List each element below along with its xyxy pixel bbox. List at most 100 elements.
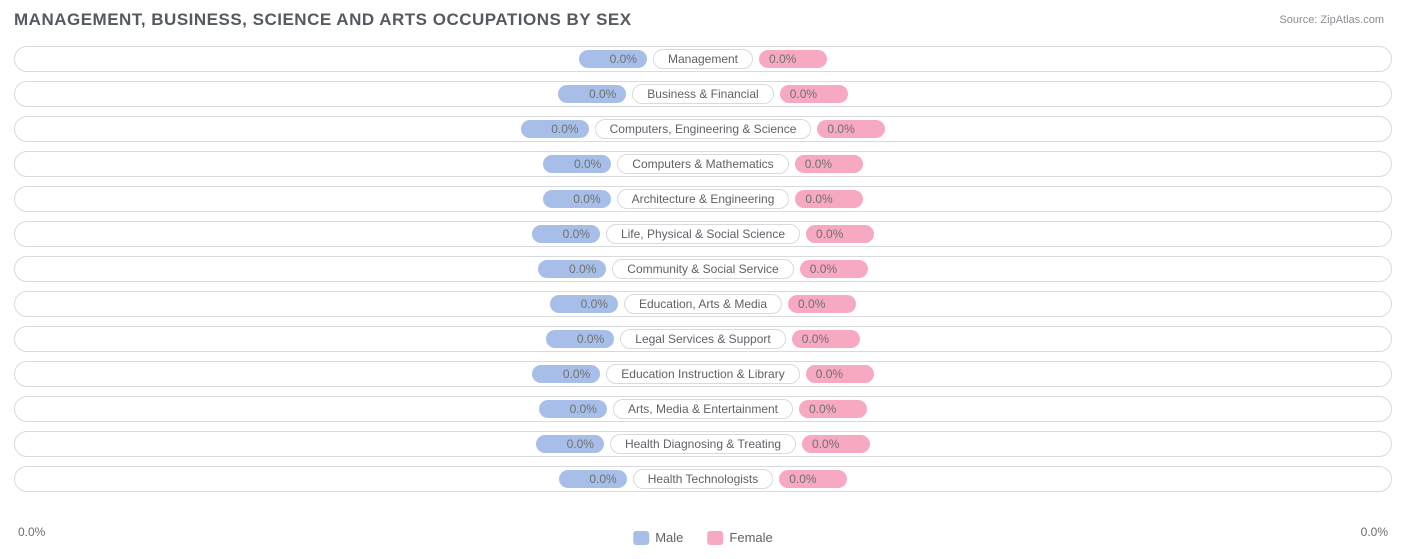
chart-row: 0.0% Health Technologists 0.0% bbox=[14, 466, 1392, 492]
female-bar: 0.0% bbox=[795, 155, 863, 173]
chart-row: 0.0% Computers & Mathematics 0.0% bbox=[14, 151, 1392, 177]
female-bar: 0.0% bbox=[788, 295, 856, 313]
legend-item-female: Female bbox=[707, 530, 772, 545]
male-bar: 0.0% bbox=[558, 85, 626, 103]
category-label: Community & Social Service bbox=[612, 259, 793, 279]
category-label: Management bbox=[653, 49, 753, 69]
female-bar: 0.0% bbox=[806, 225, 874, 243]
row-center-pack: 0.0% Computers & Mathematics 0.0% bbox=[543, 154, 862, 174]
row-center-pack: 0.0% Architecture & Engineering 0.0% bbox=[543, 189, 864, 209]
male-bar: 0.0% bbox=[532, 225, 600, 243]
female-value: 0.0% bbox=[769, 52, 796, 66]
male-bar: 0.0% bbox=[579, 50, 647, 68]
male-value: 0.0% bbox=[589, 87, 616, 101]
male-value: 0.0% bbox=[567, 437, 594, 451]
row-center-pack: 0.0% Arts, Media & Entertainment 0.0% bbox=[539, 399, 867, 419]
source-name: ZipAtlas.com bbox=[1320, 14, 1384, 26]
row-center-pack: 0.0% Health Diagnosing & Treating 0.0% bbox=[536, 434, 870, 454]
male-value: 0.0% bbox=[581, 297, 608, 311]
female-bar: 0.0% bbox=[799, 400, 867, 418]
female-value: 0.0% bbox=[812, 437, 839, 451]
male-value: 0.0% bbox=[577, 332, 604, 346]
female-value: 0.0% bbox=[798, 297, 825, 311]
chart-row: 0.0% Legal Services & Support 0.0% bbox=[14, 326, 1392, 352]
male-bar: 0.0% bbox=[539, 400, 607, 418]
male-value: 0.0% bbox=[574, 157, 601, 171]
legend-swatch-male bbox=[633, 531, 649, 545]
row-center-pack: 0.0% Computers, Engineering & Science 0.0% bbox=[521, 119, 886, 139]
chart-row: 0.0% Management 0.0% bbox=[14, 46, 1392, 72]
category-label: Life, Physical & Social Science bbox=[606, 224, 800, 244]
male-bar: 0.0% bbox=[536, 435, 604, 453]
female-bar: 0.0% bbox=[800, 260, 868, 278]
chart-area: 0.0% Management 0.0% 0.0% Business & Financi… bbox=[14, 46, 1392, 519]
male-bar: 0.0% bbox=[546, 330, 614, 348]
source-attribution: Source: ZipAtlas.com bbox=[1279, 14, 1384, 26]
male-bar: 0.0% bbox=[543, 190, 611, 208]
chart-row: 0.0% Education Instruction & Library 0.0% bbox=[14, 361, 1392, 387]
chart-title: MANAGEMENT, BUSINESS, SCIENCE AND ARTS O… bbox=[14, 10, 632, 30]
category-label: Education, Arts & Media bbox=[624, 294, 782, 314]
category-label: Computers & Mathematics bbox=[617, 154, 788, 174]
legend-label-female: Female bbox=[729, 530, 772, 545]
male-bar: 0.0% bbox=[521, 120, 589, 138]
male-bar: 0.0% bbox=[550, 295, 618, 313]
row-center-pack: 0.0% Business & Financial 0.0% bbox=[558, 84, 847, 104]
female-value: 0.0% bbox=[789, 472, 816, 486]
female-value: 0.0% bbox=[816, 367, 843, 381]
male-value: 0.0% bbox=[569, 262, 596, 276]
x-axis-right-label: 0.0% bbox=[1361, 525, 1388, 539]
x-axis-left-label: 0.0% bbox=[18, 525, 45, 539]
category-label: Education Instruction & Library bbox=[606, 364, 799, 384]
male-bar: 0.0% bbox=[559, 470, 627, 488]
row-center-pack: 0.0% Life, Physical & Social Science 0.0% bbox=[532, 224, 874, 244]
male-value: 0.0% bbox=[563, 367, 590, 381]
male-bar: 0.0% bbox=[543, 155, 611, 173]
male-value: 0.0% bbox=[570, 402, 597, 416]
chart-row: 0.0% Architecture & Engineering 0.0% bbox=[14, 186, 1392, 212]
source-prefix: Source: bbox=[1279, 14, 1320, 26]
category-label: Business & Financial bbox=[632, 84, 773, 104]
row-center-pack: 0.0% Legal Services & Support 0.0% bbox=[546, 329, 859, 349]
female-bar: 0.0% bbox=[817, 120, 885, 138]
female-value: 0.0% bbox=[805, 157, 832, 171]
female-bar: 0.0% bbox=[802, 435, 870, 453]
row-center-pack: 0.0% Education Instruction & Library 0.0% bbox=[532, 364, 873, 384]
female-value: 0.0% bbox=[816, 227, 843, 241]
chart-row: 0.0% Arts, Media & Entertainment 0.0% bbox=[14, 396, 1392, 422]
chart-row: 0.0% Health Diagnosing & Treating 0.0% bbox=[14, 431, 1392, 457]
row-center-pack: 0.0% Health Technologists 0.0% bbox=[559, 469, 848, 489]
category-label: Computers, Engineering & Science bbox=[595, 119, 812, 139]
female-bar: 0.0% bbox=[792, 330, 860, 348]
category-label: Architecture & Engineering bbox=[617, 189, 790, 209]
male-bar: 0.0% bbox=[538, 260, 606, 278]
male-value: 0.0% bbox=[563, 227, 590, 241]
legend: Male Female bbox=[633, 530, 773, 545]
chart-row: 0.0% Community & Social Service 0.0% bbox=[14, 256, 1392, 282]
row-center-pack: 0.0% Management 0.0% bbox=[579, 49, 827, 69]
female-bar: 0.0% bbox=[759, 50, 827, 68]
chart-row: 0.0% Life, Physical & Social Science 0.0% bbox=[14, 221, 1392, 247]
row-center-pack: 0.0% Education, Arts & Media 0.0% bbox=[550, 294, 856, 314]
chart-row: 0.0% Business & Financial 0.0% bbox=[14, 81, 1392, 107]
female-value: 0.0% bbox=[827, 122, 854, 136]
category-label: Arts, Media & Entertainment bbox=[613, 399, 793, 419]
category-label: Legal Services & Support bbox=[620, 329, 785, 349]
female-value: 0.0% bbox=[810, 262, 837, 276]
category-label: Health Diagnosing & Treating bbox=[610, 434, 796, 454]
female-bar: 0.0% bbox=[806, 365, 874, 383]
category-label: Health Technologists bbox=[633, 469, 774, 489]
female-bar: 0.0% bbox=[795, 190, 863, 208]
female-value: 0.0% bbox=[790, 87, 817, 101]
female-value: 0.0% bbox=[809, 402, 836, 416]
male-value: 0.0% bbox=[589, 472, 616, 486]
male-value: 0.0% bbox=[551, 122, 578, 136]
legend-swatch-female bbox=[707, 531, 723, 545]
female-bar: 0.0% bbox=[780, 85, 848, 103]
row-center-pack: 0.0% Community & Social Service 0.0% bbox=[538, 259, 867, 279]
female-value: 0.0% bbox=[802, 332, 829, 346]
chart-row: 0.0% Computers, Engineering & Science 0.0% bbox=[14, 116, 1392, 142]
female-value: 0.0% bbox=[805, 192, 832, 206]
male-bar: 0.0% bbox=[532, 365, 600, 383]
legend-item-male: Male bbox=[633, 530, 683, 545]
